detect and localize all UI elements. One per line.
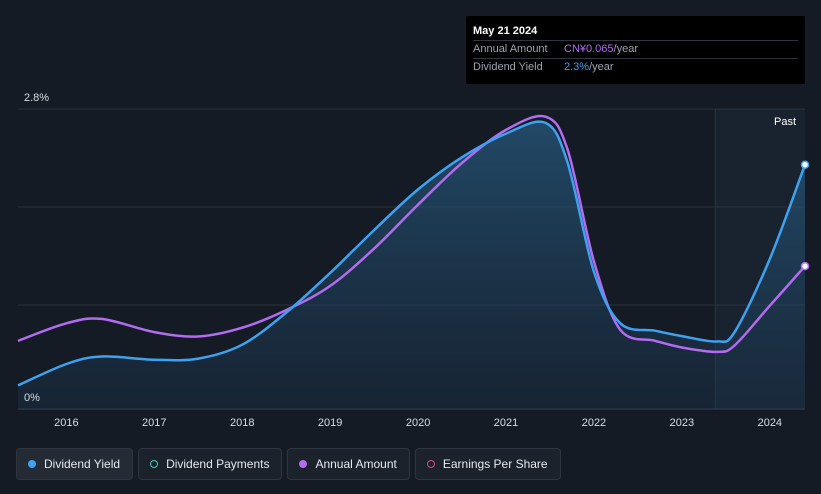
- legend-annual-amount[interactable]: Annual Amount: [287, 448, 410, 480]
- x-tick-label: 2019: [318, 417, 342, 429]
- x-tick-label: 2017: [142, 417, 166, 429]
- legend-dividend-payments[interactable]: Dividend Payments: [138, 448, 283, 480]
- legend-dot-filled-icon: [28, 460, 36, 468]
- legend-label: Dividend Payments: [166, 457, 270, 471]
- legend-label: Dividend Yield: [44, 457, 121, 471]
- tooltip-label: Annual Amount: [473, 43, 548, 55]
- legend-dividend-yield[interactable]: Dividend Yield: [16, 448, 134, 480]
- tooltip-date: May 21 2024: [473, 16, 798, 41]
- legend-label: Annual Amount: [315, 457, 397, 471]
- annual-amount-line: [17, 114, 806, 354]
- tooltip-value: CN¥0.065: [564, 43, 614, 55]
- legend-dot-filled-icon: [299, 460, 308, 468]
- y-tick-label-top: 2.8%: [24, 92, 49, 104]
- dividend-yield-end-marker: [800, 160, 810, 169]
- dividend-yield-line: [17, 120, 807, 387]
- dividend-yield-area: [18, 121, 805, 409]
- legend-label: Earnings Per Share: [442, 457, 548, 471]
- x-tick-label: 2022: [582, 417, 606, 429]
- x-tick-label: 2024: [758, 417, 782, 429]
- tooltip-row-annual-amount: Annual Amount CN¥0.065/year: [473, 41, 798, 59]
- tooltip-label: Dividend Yield: [473, 61, 543, 73]
- x-tick-label: 2020: [406, 417, 430, 429]
- tooltip-value: 2.3%: [564, 61, 590, 73]
- x-tick-label: 2018: [230, 417, 254, 429]
- legend-earnings-per-share[interactable]: Earnings Per Share: [414, 448, 561, 480]
- tooltip-unit: /year: [613, 43, 639, 55]
- tooltip-unit: /year: [589, 61, 614, 73]
- y-tick-label-bottom: 0%: [24, 392, 40, 404]
- tooltip: May 21 2024 Annual Amount CN¥0.065/year …: [466, 16, 805, 84]
- tooltip-row-dividend-yield: Dividend Yield 2.3%/year: [473, 59, 798, 76]
- x-tick-label: 2016: [54, 417, 78, 429]
- legend: Dividend Yield Dividend Payments Annual …: [16, 448, 561, 480]
- annual-amount-end-marker: [800, 261, 810, 271]
- legend-dot-outline-icon: [150, 460, 159, 468]
- legend-dot-outline-icon: [426, 460, 435, 468]
- x-tick-label: 2023: [670, 417, 694, 429]
- past-region-label: Past: [774, 116, 796, 128]
- x-tick-label: 2021: [494, 417, 518, 429]
